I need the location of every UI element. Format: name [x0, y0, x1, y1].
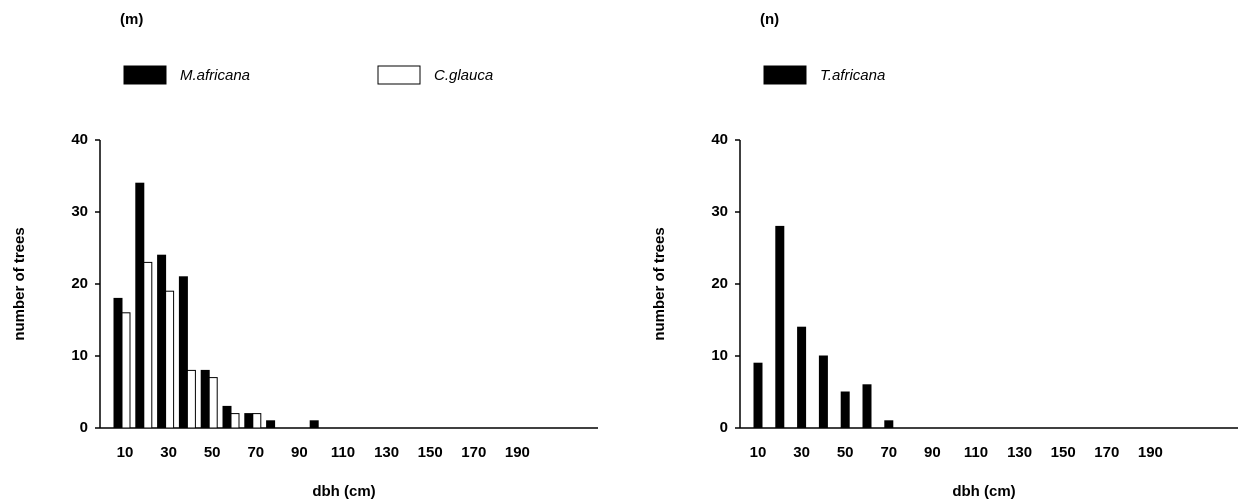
panel-label: (m): [120, 11, 143, 28]
bar: [222, 405, 232, 429]
y-tick-label: 0: [80, 419, 88, 436]
bar: [186, 369, 196, 429]
x-tick-label: 10: [750, 444, 767, 461]
y-tick-label: 40: [711, 131, 728, 148]
x-tick-label: 110: [964, 444, 988, 461]
y-tick-label: 30: [711, 203, 728, 220]
x-axis-title: dbh (cm): [952, 483, 1015, 500]
x-tick-label: 170: [461, 444, 486, 461]
y-tick-label: 20: [71, 275, 88, 292]
x-axis-title: dbh (cm): [312, 483, 375, 500]
bar: [200, 369, 210, 429]
bar: [143, 261, 153, 429]
bar: [797, 326, 807, 429]
bar: [266, 420, 276, 429]
bar: [862, 384, 872, 429]
bar: [230, 413, 240, 429]
y-tick-label: 20: [711, 275, 728, 292]
x-tick-label: 110: [331, 444, 355, 461]
bar: [157, 254, 167, 429]
y-tick-label: 0: [720, 419, 728, 436]
bar: [165, 290, 175, 429]
legend-swatch: [377, 65, 421, 85]
bar: [178, 276, 188, 429]
x-tick-label: 50: [204, 444, 221, 461]
x-tick-label: 150: [1051, 444, 1076, 461]
x-tick-label: 90: [924, 444, 941, 461]
x-tick-label: 190: [505, 444, 530, 461]
bar: [135, 182, 145, 429]
legend-label: T.africana: [820, 67, 885, 84]
panel-label: (n): [760, 11, 779, 28]
legend-label: M.africana: [180, 67, 250, 84]
y-tick-label: 40: [71, 131, 88, 148]
bar: [884, 420, 894, 429]
bar: [113, 297, 123, 429]
y-axis-title: number of trees: [11, 227, 28, 340]
legend-swatch: [763, 65, 807, 85]
x-tick-label: 70: [880, 444, 897, 461]
bar: [244, 413, 254, 429]
x-tick-label: 10: [117, 444, 134, 461]
bar: [818, 355, 828, 429]
x-tick-label: 70: [247, 444, 264, 461]
x-tick-label: 190: [1138, 444, 1163, 461]
y-tick-label: 10: [711, 347, 728, 364]
legend-swatch: [123, 65, 167, 85]
y-tick-label: 30: [71, 203, 88, 220]
legend-label: C.glauca: [434, 67, 493, 84]
bar: [309, 420, 319, 429]
x-tick-label: 30: [793, 444, 810, 461]
x-tick-label: 130: [374, 444, 399, 461]
bar: [775, 225, 785, 429]
x-tick-label: 50: [837, 444, 854, 461]
y-axis-title: number of trees: [651, 227, 668, 340]
y-tick-label: 10: [71, 347, 88, 364]
x-tick-label: 150: [418, 444, 443, 461]
bar: [121, 312, 131, 429]
bar: [252, 413, 262, 429]
x-tick-label: 130: [1007, 444, 1032, 461]
x-tick-label: 170: [1094, 444, 1119, 461]
x-tick-label: 90: [291, 444, 308, 461]
bar: [208, 377, 218, 429]
x-tick-label: 30: [160, 444, 177, 461]
bar: [840, 391, 850, 429]
bar: [753, 362, 763, 429]
